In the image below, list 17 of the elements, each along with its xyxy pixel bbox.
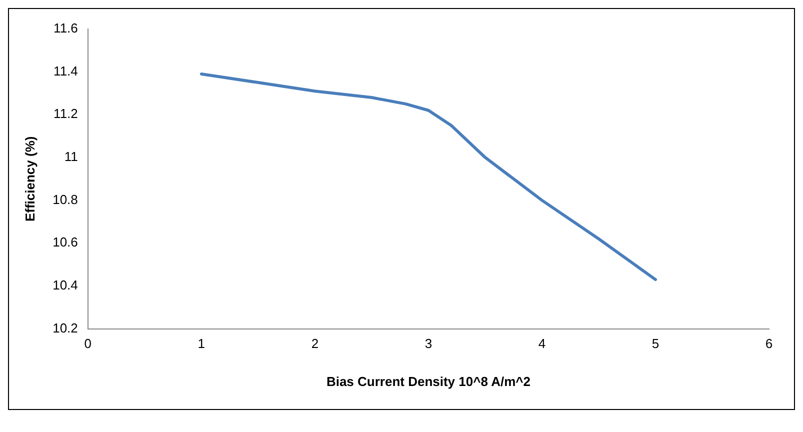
x-tick-label: 1 [198,336,206,352]
y-tick-label: 11.6 [54,20,78,36]
y-tick-label: 10.2 [52,320,78,336]
x-tick-label: 3 [424,336,432,352]
x-tick-label: 6 [765,336,773,352]
y-tick-label: 10.8 [52,192,78,207]
x-tick-label: 2 [311,336,319,352]
y-tick-label: 11.2 [54,106,78,122]
x-tick-label: 0 [84,336,92,352]
y-axis-title: Efficiency (%) [22,136,38,222]
x-tick-label: 4 [538,336,546,352]
y-tick-label: 11 [64,149,78,164]
y-tick-label: 10.6 [52,234,78,250]
x-axis-title: Bias Current Density 10^8 A/m^2 [326,374,530,389]
x-tick-label: 5 [652,336,660,352]
y-tick-label: 10.4 [52,278,78,293]
y-tick-label: 11.4 [54,63,78,78]
